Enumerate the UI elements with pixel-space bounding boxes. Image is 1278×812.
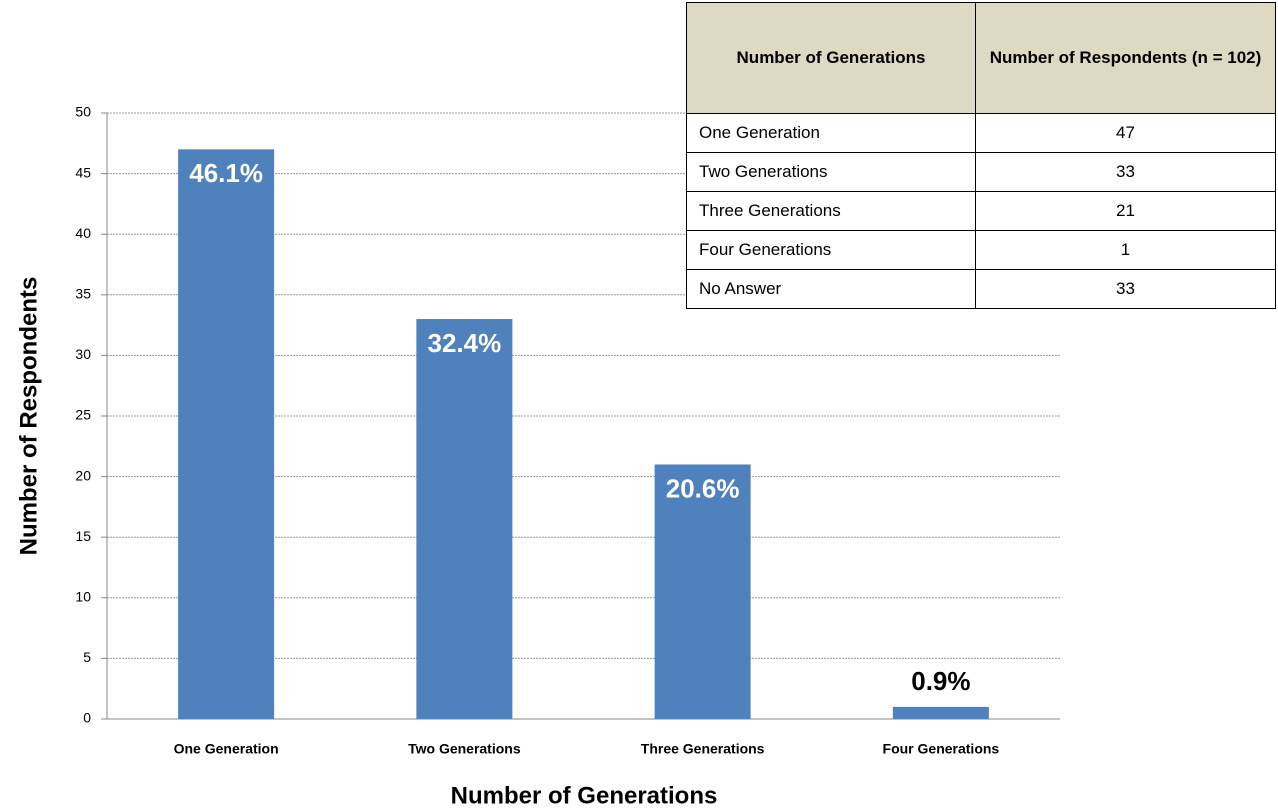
table-header: Number of Generations Number of Responden… — [686, 2, 1276, 114]
value-label: 46.1% — [189, 158, 263, 188]
bar — [416, 319, 513, 719]
y-tick-label: 30 — [75, 346, 91, 362]
value-label: 20.6% — [666, 473, 740, 503]
y-tick-label: 0 — [83, 710, 91, 726]
y-tick-label: 5 — [83, 649, 91, 665]
value-label: 0.9% — [911, 666, 970, 696]
table-row: One Generation 47 — [686, 113, 1276, 153]
table-row: Three Generations 21 — [686, 191, 1276, 231]
table-row: No Answer 33 — [686, 269, 1276, 309]
y-tick-label: 20 — [75, 467, 91, 483]
x-axis-title: Number of Generations — [451, 782, 718, 809]
bar — [178, 149, 275, 720]
header-cell: Number of Generations — [686, 2, 976, 114]
bar — [892, 706, 989, 719]
x-tick-label: Three Generations — [641, 741, 765, 757]
x-tick-label: Four Generations — [883, 741, 1000, 757]
value-label: 32.4% — [428, 328, 502, 358]
table-cell: 33 — [975, 269, 1276, 309]
bar — [654, 464, 751, 719]
y-tick-label: 10 — [75, 589, 91, 605]
table-cell: 33 — [975, 152, 1276, 192]
y-tick-label: 45 — [75, 164, 91, 180]
y-tick-label: 15 — [75, 528, 91, 544]
table-row: Four Generations 1 — [686, 230, 1276, 270]
table-cell: Four Generations — [686, 230, 976, 270]
data-table: Number of Generations Number of Responden… — [686, 2, 1276, 309]
y-axis-title: Number of Respondents — [15, 277, 42, 556]
table-cell: No Answer — [686, 269, 976, 309]
table-cell: 21 — [975, 191, 1276, 231]
table-cell: One Generation — [686, 113, 976, 153]
table-cell: Two Generations — [686, 152, 976, 192]
table-cell: 1 — [975, 230, 1276, 270]
x-tick-label: Two Generations — [408, 741, 521, 757]
x-tick-label: One Generation — [174, 741, 279, 757]
table-cell: 47 — [975, 113, 1276, 153]
y-tick-label: 40 — [75, 225, 91, 241]
y-tick-label: 50 — [75, 104, 91, 120]
table-cell: Three Generations — [686, 191, 976, 231]
y-tick-label: 25 — [75, 407, 91, 423]
y-tick-label: 35 — [75, 286, 91, 302]
header-cell: Number of Respondents (n = 102) — [975, 2, 1276, 114]
table-row: Two Generations 33 — [686, 152, 1276, 192]
